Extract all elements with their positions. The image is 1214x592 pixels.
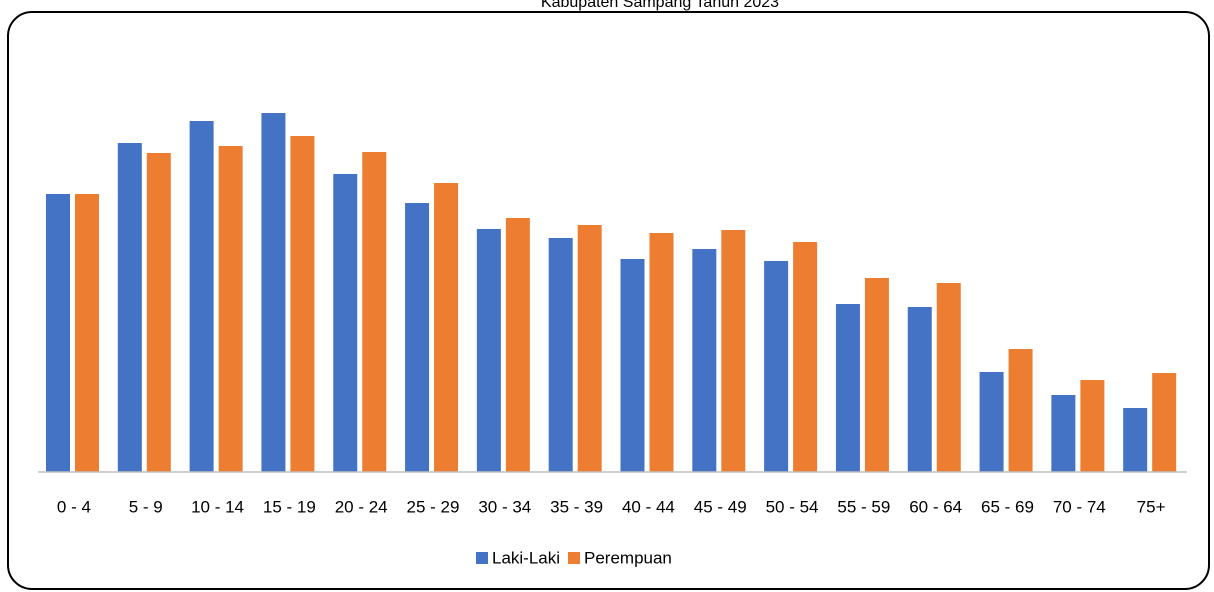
bar <box>117 143 142 472</box>
bar <box>1051 395 1076 472</box>
x-tick-label: 60 - 64 <box>909 497 962 516</box>
bar <box>46 194 70 472</box>
bar <box>620 259 645 472</box>
bar <box>333 174 358 472</box>
chart-border <box>7 11 1210 590</box>
bar <box>261 113 286 472</box>
legend-label: Laki-Laki <box>492 548 560 567</box>
bar <box>649 233 674 472</box>
bar <box>75 194 99 472</box>
bar <box>1080 380 1105 472</box>
x-tick-label: 10 - 14 <box>191 497 244 516</box>
bar <box>577 225 602 472</box>
x-tick-label: 30 - 34 <box>478 497 531 516</box>
bar <box>362 152 387 472</box>
bar <box>1152 373 1177 472</box>
x-tick-label: 15 - 19 <box>263 497 316 516</box>
x-tick-label: 55 - 59 <box>837 497 890 516</box>
bar <box>548 238 573 472</box>
bar <box>434 183 459 472</box>
bar <box>189 121 214 472</box>
bar <box>290 136 315 472</box>
bar <box>721 230 746 472</box>
x-tick-label: 65 - 69 <box>981 497 1034 516</box>
bar <box>907 307 932 472</box>
bar <box>764 261 789 472</box>
x-tick-label: 75+ <box>1137 497 1166 516</box>
bar <box>218 146 243 472</box>
bar <box>476 229 501 472</box>
legend-swatch <box>476 552 488 564</box>
x-tick-label: 5 - 9 <box>129 497 163 516</box>
bar <box>505 218 530 472</box>
bar <box>146 153 171 472</box>
x-tick-label: 50 - 54 <box>766 497 819 516</box>
x-tick-label: 70 - 74 <box>1053 497 1106 516</box>
bar <box>835 304 860 472</box>
bar <box>864 278 889 472</box>
x-tick-label: 0 - 4 <box>57 497 91 516</box>
bar <box>793 242 818 472</box>
bar <box>936 283 961 472</box>
bar <box>1008 349 1033 472</box>
x-tick-label: 25 - 29 <box>407 497 460 516</box>
x-tick-label: 40 - 44 <box>622 497 675 516</box>
bar <box>979 372 1004 472</box>
chart-title: Kabupaten Sampang Tahun 2023 <box>541 0 779 11</box>
x-tick-label: 45 - 49 <box>694 497 747 516</box>
bar <box>1123 408 1148 472</box>
x-tick-label: 20 - 24 <box>335 497 388 516</box>
bar <box>692 249 717 472</box>
bar <box>405 203 430 472</box>
legend-label: Perempuan <box>584 548 672 567</box>
legend-swatch <box>568 552 580 564</box>
x-tick-label: 35 - 39 <box>550 497 603 516</box>
